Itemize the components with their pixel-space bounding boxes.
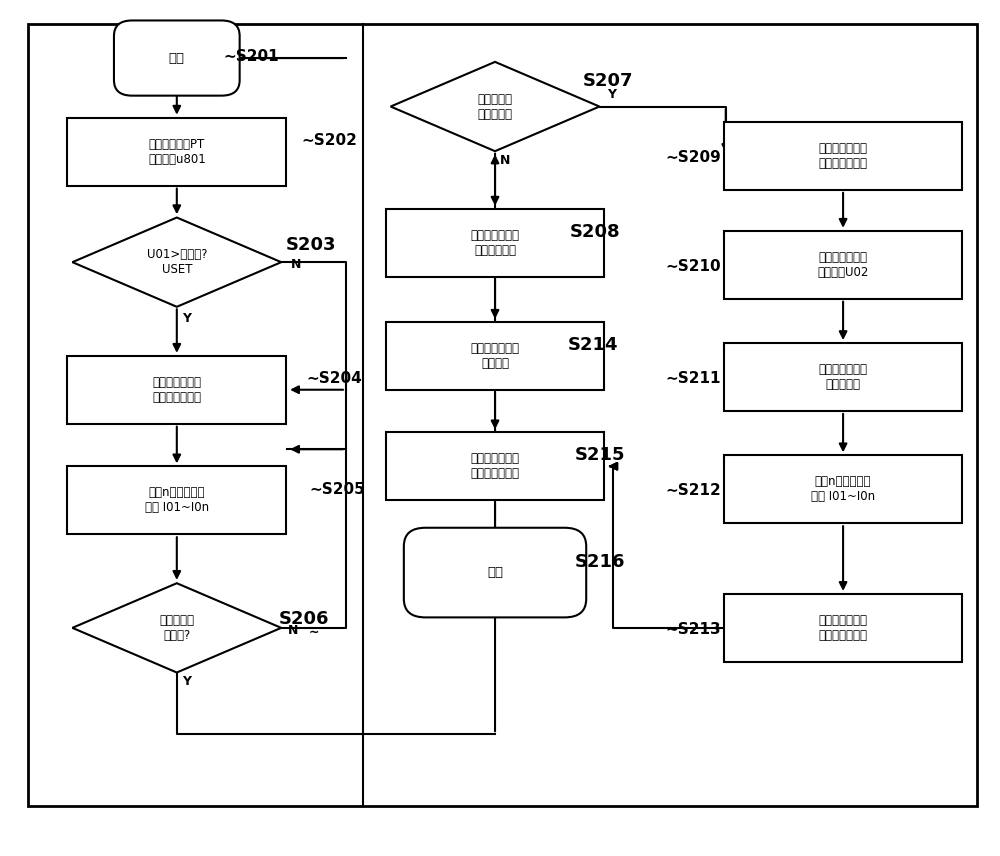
Text: S215: S215	[575, 446, 625, 464]
Text: S203: S203	[286, 236, 337, 254]
Text: 零序向量法定位
出故障点: 零序向量法定位 出故障点	[471, 342, 520, 370]
Polygon shape	[391, 62, 599, 152]
FancyBboxPatch shape	[386, 209, 604, 276]
Text: S214: S214	[568, 336, 618, 354]
Text: 向故障沿线发单
相接地报警命令: 向故障沿线发单 相接地报警命令	[471, 452, 520, 480]
Text: 向各个节点发零
序电流采样命令: 向各个节点发零 序电流采样命令	[152, 376, 201, 404]
FancyBboxPatch shape	[386, 432, 604, 500]
Text: ∼S204: ∼S204	[306, 372, 362, 386]
FancyBboxPatch shape	[724, 343, 962, 411]
Text: 零序电流获
取完毕?: 零序电流获 取完毕?	[159, 614, 194, 642]
FancyBboxPatch shape	[114, 21, 240, 96]
Text: S216: S216	[575, 553, 625, 571]
Text: Y: Y	[182, 675, 191, 688]
FancyBboxPatch shape	[724, 231, 962, 299]
Text: N: N	[291, 259, 302, 271]
Text: Y: Y	[182, 312, 191, 324]
Text: ∼S201: ∼S201	[224, 49, 279, 64]
Text: N: N	[500, 154, 510, 168]
Text: ∼S205: ∼S205	[309, 482, 365, 496]
Text: U01>设定値?
USET: U01>设定値? USET	[147, 248, 207, 276]
Text: ∼S210: ∼S210	[665, 259, 721, 274]
Text: 取零序最大的线
路为故障线路: 取零序最大的线 路为故障线路	[471, 229, 520, 257]
FancyBboxPatch shape	[724, 594, 962, 662]
FancyBboxPatch shape	[404, 528, 586, 617]
Text: ∼S212: ∼S212	[665, 484, 721, 498]
Text: S207: S207	[583, 72, 633, 90]
Text: 突变量法计算出
故障线路故障点: 突变量法计算出 故障线路故障点	[819, 614, 868, 642]
FancyBboxPatch shape	[67, 467, 286, 534]
Text: 开始: 开始	[169, 51, 185, 64]
Text: 获取n个节点零序
电流 I01~I0n: 获取n个节点零序 电流 I01~I0n	[811, 475, 875, 503]
Text: ∼S213: ∼S213	[665, 622, 721, 637]
Text: ∼S209: ∼S209	[665, 150, 721, 165]
Text: Y: Y	[607, 88, 616, 101]
Text: 读取变电站内PT
零序电压u801: 读取变电站内PT 零序电压u801	[148, 138, 206, 165]
Polygon shape	[72, 583, 281, 673]
Polygon shape	[72, 217, 281, 306]
Text: ∼S202: ∼S202	[301, 133, 357, 148]
Text: 再次下发零序电
流采样命令: 再次下发零序电 流采样命令	[819, 363, 868, 391]
FancyBboxPatch shape	[67, 117, 286, 186]
FancyBboxPatch shape	[67, 356, 286, 424]
Text: ∼: ∼	[309, 626, 320, 639]
FancyBboxPatch shape	[724, 122, 962, 190]
Text: ∼S211: ∼S211	[665, 372, 721, 386]
FancyBboxPatch shape	[724, 455, 962, 523]
Text: 结束: 结束	[487, 566, 503, 579]
Text: S208: S208	[570, 223, 620, 241]
FancyBboxPatch shape	[386, 322, 604, 389]
Text: 获取n个节点零序
电流 I01~I0n: 获取n个节点零序 电流 I01~I0n	[145, 486, 209, 514]
Text: 接地类型为
消弧线圈？: 接地类型为 消弧线圈？	[478, 92, 513, 121]
Text: S206: S206	[279, 610, 330, 628]
Text: 向消弧线圈发送
过补偿调节命令: 向消弧线圈发送 过补偿调节命令	[819, 142, 868, 169]
Text: N: N	[288, 624, 299, 637]
Text: 再次读取系统的
零序电压U02: 再次读取系统的 零序电压U02	[817, 251, 869, 279]
